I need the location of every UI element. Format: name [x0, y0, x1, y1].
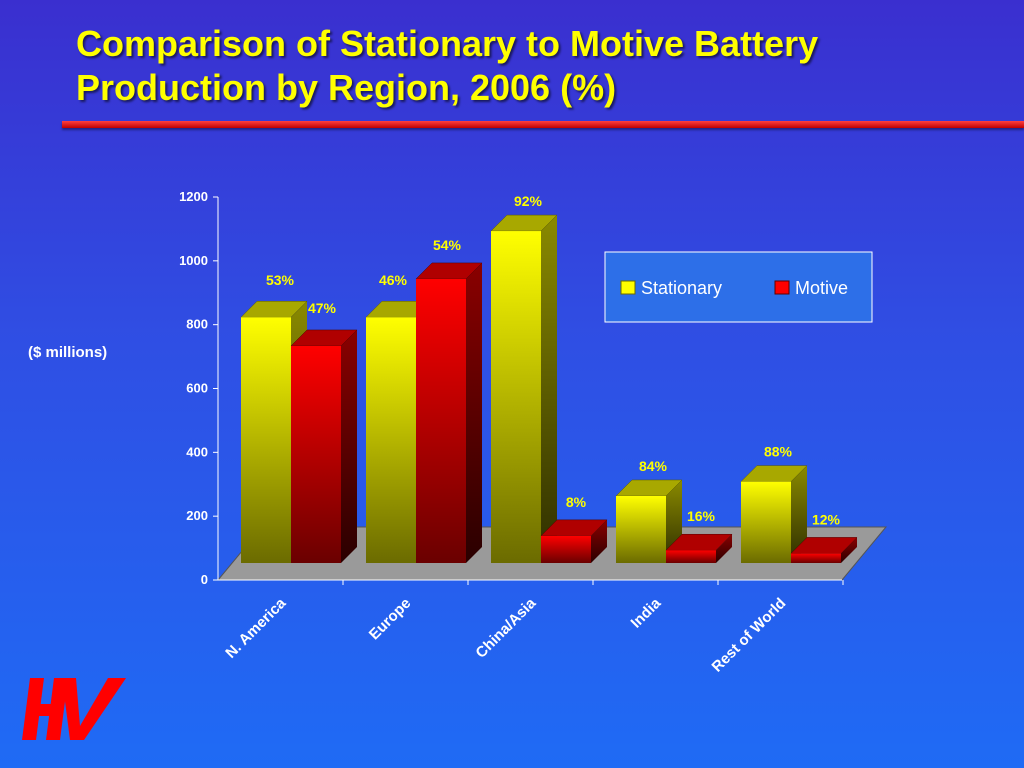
- legend-label-motive: Motive: [795, 278, 848, 298]
- data-label-motive: 12%: [812, 511, 841, 527]
- bar-side-face: [341, 329, 357, 563]
- bar-motive: [665, 533, 733, 563]
- y-tick-label: 800: [186, 317, 208, 332]
- bar-front-face: [791, 553, 841, 563]
- x-category-label: India: [628, 594, 665, 631]
- data-label-stationary: 92%: [514, 193, 543, 209]
- y-tick-label: 400: [186, 444, 208, 459]
- data-label-stationary: 46%: [379, 272, 408, 288]
- data-label-motive: 16%: [687, 508, 716, 524]
- bar-stationary: [740, 465, 808, 563]
- legend-box: [604, 251, 873, 323]
- bar-stationary: [615, 479, 683, 563]
- bar-motive: [540, 519, 608, 563]
- bar-front-face: [541, 535, 591, 563]
- y-tick-label: 600: [186, 381, 208, 396]
- y-unit-label: ($ millions): [28, 344, 108, 361]
- bar-side-face: [841, 537, 857, 563]
- slide-title: Comparison of Stationary to Motive Batte…: [76, 22, 976, 110]
- x-category-label: N. America: [222, 594, 290, 662]
- x-category-label: Europe: [366, 595, 415, 644]
- data-label-stationary: 84%: [639, 458, 668, 474]
- bar-motive: [415, 262, 483, 563]
- bar-side-face: [716, 534, 732, 563]
- data-label-motive: 54%: [433, 237, 462, 253]
- bar-side-face: [466, 262, 482, 563]
- bar-front-face: [491, 231, 541, 564]
- title-line-1: Comparison of Stationary to Motive Batte…: [76, 23, 819, 64]
- bar-side-face: [791, 465, 807, 563]
- bar-motive: [790, 537, 858, 563]
- y-tick-label: 0: [201, 572, 208, 587]
- x-category-label: Rest of World: [709, 595, 790, 676]
- bar-front-face: [666, 550, 716, 563]
- data-label-stationary: 53%: [266, 272, 295, 288]
- data-label-motive: 8%: [566, 494, 587, 510]
- chart-legend: Stationary Motive: [604, 251, 873, 323]
- data-label-stationary: 88%: [764, 444, 793, 460]
- legend-label-stationary: Stationary: [641, 278, 722, 298]
- y-tick-label: 1000: [179, 253, 208, 268]
- x-category-label: China/Asia: [472, 594, 539, 661]
- bar-front-face: [741, 481, 791, 563]
- data-label-motive: 47%: [308, 300, 337, 316]
- bar-front-face: [366, 317, 416, 563]
- bar-front-face: [616, 495, 666, 563]
- bar-side-face: [591, 519, 607, 563]
- title-line-2: Production by Region, 2006 (%): [76, 67, 617, 108]
- y-tick-label: 1200: [179, 189, 208, 204]
- legend-swatch-stationary: [620, 280, 636, 295]
- bar-side-face: [541, 215, 557, 564]
- title-underline: [62, 121, 1024, 128]
- company-logo: [22, 678, 126, 740]
- bar-front-face: [241, 317, 291, 563]
- y-tick-label: 200: [186, 508, 208, 523]
- bar-stationary: [490, 214, 558, 564]
- bar-motive: [290, 329, 358, 563]
- legend-swatch-motive: [774, 280, 790, 295]
- bar-front-face: [416, 278, 466, 563]
- bar-front-face: [291, 345, 341, 563]
